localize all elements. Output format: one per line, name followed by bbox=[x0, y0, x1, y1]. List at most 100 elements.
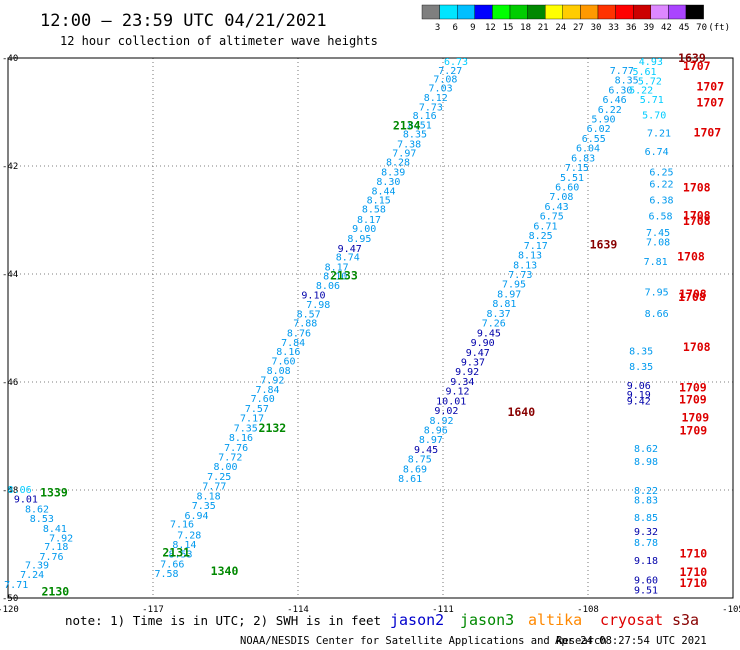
swh-value: 10.01 bbox=[436, 396, 466, 407]
swh-value: 9.12 bbox=[445, 387, 469, 398]
time-label: 1708 bbox=[683, 209, 711, 223]
colorbar-swatch bbox=[685, 4, 704, 20]
swh-value: 7.35 bbox=[192, 501, 216, 512]
footnote: note: 1) Time is in UTC; 2) SWH is in fe… bbox=[65, 613, 381, 628]
colorbar-label: 45 bbox=[679, 23, 690, 33]
swh-value: 8.81 bbox=[492, 299, 516, 310]
swh-value: 8.35 bbox=[629, 362, 653, 373]
swh-value: 7.17 bbox=[240, 414, 264, 425]
satellite-altika: altika bbox=[528, 611, 582, 629]
swh-value: 8.17 bbox=[325, 262, 349, 273]
swh-value: 7.98 bbox=[306, 300, 330, 311]
swh-value: 9.60 bbox=[634, 576, 658, 587]
time-label: 2132 bbox=[259, 421, 287, 435]
y-tick-label: -50 bbox=[2, 594, 18, 604]
swh-value: 8.39 bbox=[381, 167, 405, 178]
swh-value: 9.37 bbox=[461, 357, 485, 368]
swh-value: 8.66 bbox=[645, 309, 669, 320]
swh-value: 7.57 bbox=[245, 404, 269, 415]
swh-value: 8.74 bbox=[336, 253, 360, 264]
time-label: 1708 bbox=[683, 214, 711, 228]
swh-value: 7.77 bbox=[610, 66, 634, 77]
swh-value: 8.53 bbox=[30, 514, 54, 525]
time-label: 1639 bbox=[678, 51, 706, 65]
colorbar-swatch bbox=[545, 4, 564, 20]
time-label: 1709 bbox=[681, 411, 709, 425]
swh-value: 8.35 bbox=[403, 130, 427, 141]
time-label: 1340 bbox=[211, 564, 239, 578]
swh-value: 7.21 bbox=[647, 129, 671, 140]
plot-frame bbox=[7, 57, 734, 599]
swh-value: 7.18 bbox=[44, 542, 68, 553]
time-label: 1709 bbox=[679, 392, 707, 406]
swh-value: 9.19 bbox=[627, 390, 651, 401]
swh-value: 6.38 bbox=[649, 195, 673, 206]
swh-value: 8.10 bbox=[323, 272, 347, 283]
colorbar-swatch bbox=[457, 4, 476, 20]
swh-value: 8.35 bbox=[615, 76, 639, 87]
colorbar-label: 33 bbox=[608, 23, 619, 33]
x-tick-label: -117 bbox=[142, 605, 164, 615]
swh-value: 5.71 bbox=[640, 95, 664, 106]
colorbar-label: 24 bbox=[555, 23, 566, 33]
swh-value: 9.45 bbox=[477, 328, 501, 339]
swh-value: 8.76 bbox=[287, 328, 311, 339]
colorbar-label: 42 bbox=[661, 23, 672, 33]
swh-value: 6.73 bbox=[444, 57, 468, 68]
swh-value: 9.90 bbox=[471, 338, 495, 349]
swh-value: 5.51 bbox=[560, 173, 584, 184]
swh-value: 7.08 bbox=[549, 192, 573, 203]
chart-title: 12:00 – 23:59 UTC 04/21/2021 bbox=[40, 11, 327, 31]
swh-value: 7.76 bbox=[39, 552, 63, 563]
swh-value: 8.69 bbox=[403, 464, 427, 475]
swh-value: 8.16 bbox=[276, 347, 300, 358]
colorbar-swatch bbox=[492, 4, 511, 20]
swh-value: 8.96 bbox=[424, 426, 448, 437]
colorbar-swatch bbox=[580, 4, 599, 20]
time-label: 1710 bbox=[680, 547, 708, 561]
y-axis: -40 -42 -44 -46 -48 -50 bbox=[2, 54, 18, 604]
colorbar-label: 27 bbox=[573, 23, 584, 33]
swh-value: 9.32 bbox=[634, 527, 658, 538]
colorbar-swatch bbox=[650, 4, 669, 20]
satellite-jason3: jason3 bbox=[460, 611, 514, 629]
swh-value: 6.83 bbox=[571, 153, 595, 164]
credit-line: NOAA/NESDIS Center for Satellite Applica… bbox=[240, 635, 607, 647]
swh-value: 7.66 bbox=[160, 559, 184, 570]
swh-value: 8.25 bbox=[529, 231, 553, 242]
time-label: 1710 bbox=[680, 576, 708, 590]
x-tick-label: -108 bbox=[577, 605, 599, 615]
time-label: 1707 bbox=[696, 95, 724, 109]
colorbar-label: 36 bbox=[626, 23, 637, 33]
swh-value: 9.18 bbox=[634, 556, 658, 567]
satellite-s3a: s3a bbox=[672, 611, 699, 629]
swh-value: 8.16 bbox=[413, 111, 437, 122]
swh-value: 7.72 bbox=[218, 453, 242, 464]
swh-value: 8.08 bbox=[267, 366, 291, 377]
swh-value: 7.25 bbox=[207, 472, 231, 483]
swh-value: 5.70 bbox=[642, 111, 666, 122]
time-label: 2131 bbox=[162, 546, 190, 560]
colorbar-swatch bbox=[615, 4, 634, 20]
swh-value: 8.85 bbox=[634, 513, 658, 524]
swh-value: 7.39 bbox=[25, 561, 49, 572]
swh-value: 8.15 bbox=[367, 195, 391, 206]
swh-value: 8.58 bbox=[362, 205, 386, 216]
colorbar-swatch bbox=[421, 4, 440, 20]
swh-value: 6.55 bbox=[582, 134, 606, 145]
time-label: 1640 bbox=[507, 405, 535, 419]
swh-value: 6.71 bbox=[533, 221, 557, 232]
swh-value: 8.22 bbox=[634, 486, 658, 497]
swh-value: 8.00 bbox=[213, 462, 237, 473]
y-tick-label: -48 bbox=[2, 486, 18, 496]
y-tick-label: -44 bbox=[2, 270, 18, 280]
swh-value: 5.72 bbox=[638, 77, 662, 88]
x-tick-label: -114 bbox=[287, 605, 309, 615]
swh-value: 6.22 bbox=[649, 179, 673, 190]
swh-value: 7.97 bbox=[392, 149, 416, 160]
swh-value: 8.97 bbox=[419, 435, 443, 446]
satellite-legend: jason2 jason3 altika cryosat s3a bbox=[390, 611, 699, 629]
colorbar-swatch bbox=[668, 4, 687, 20]
chart-subtitle: 12 hour collection of altimeter wave hei… bbox=[60, 34, 378, 48]
